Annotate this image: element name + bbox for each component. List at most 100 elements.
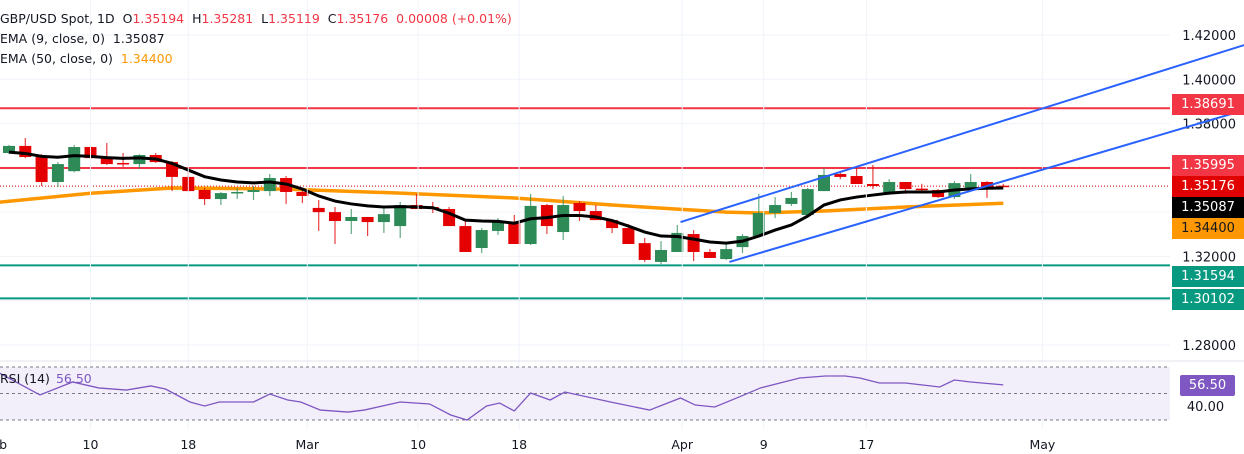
candle (133, 154, 146, 169)
candle-body (19, 145, 32, 157)
candle-body (117, 162, 130, 165)
candle (345, 209, 358, 235)
candle (475, 228, 488, 254)
candle (736, 234, 749, 254)
x-tick-label: 10 (83, 437, 99, 452)
candle-body (377, 214, 390, 223)
candle (752, 193, 765, 237)
candle-body (296, 191, 309, 196)
candle-body (68, 147, 81, 172)
candle (508, 214, 521, 245)
candle-body (834, 174, 847, 177)
candle-body (801, 189, 814, 215)
price-label-resistance-2: 1.38691 (1172, 94, 1244, 115)
candle-body (198, 189, 211, 200)
ema50-legend[interactable]: EMA (50, close, 0) 1.34400 (0, 49, 512, 69)
price-label-ema9: 1.35087 (1172, 197, 1244, 218)
candle (329, 207, 341, 245)
candle (638, 238, 651, 262)
candle (247, 185, 260, 200)
candle-body (638, 243, 651, 260)
open-label: O (122, 11, 133, 26)
candle-body (915, 188, 928, 191)
candle-body (899, 182, 912, 190)
ema50-line (0, 186, 1004, 215)
x-tick-label: 18 (511, 437, 527, 452)
price-pane (0, 34, 1170, 346)
symbol-title[interactable]: GBP/USD Spot, 1D (0, 11, 115, 26)
candle-body (133, 154, 146, 165)
candle (769, 197, 782, 219)
chart-legend: GBP/USD Spot, 1D O1.35194 H1.35281 L1.35… (0, 9, 512, 69)
low-label: L (261, 11, 269, 26)
candle-body (557, 205, 570, 233)
candle-body (883, 182, 896, 194)
candle-body (964, 182, 977, 188)
y-tick-label: 1.40000 (1182, 73, 1236, 88)
candle-body (769, 205, 782, 214)
candle-body (687, 234, 700, 252)
candle-body (3, 145, 15, 154)
ema9-legend[interactable]: EMA (9, close, 0) 1.35087 (0, 29, 512, 49)
channel-lower-line (729, 109, 1244, 263)
price-label-ema50: 1.34400 (1172, 218, 1244, 239)
price-label-support-1: 1.31594 (1172, 266, 1244, 287)
candle (51, 162, 64, 188)
candle-body (981, 182, 993, 188)
candle-body (475, 230, 488, 248)
y-tick-label: 1.28000 (1182, 339, 1236, 354)
close-value: 1.35176 (336, 11, 389, 26)
rsi-legend[interactable]: RSI (14) 56.50 (0, 371, 92, 386)
candle (557, 195, 570, 241)
candle (785, 191, 798, 206)
candle (198, 187, 211, 206)
candle-body (752, 213, 765, 237)
candle-body (785, 197, 798, 204)
candle-body (459, 226, 472, 252)
candle-body (329, 212, 341, 221)
candle-body (345, 216, 358, 221)
candle-body (263, 178, 276, 192)
candle-body (606, 220, 619, 229)
candle-body (394, 205, 407, 227)
candle (964, 174, 977, 188)
rsi-label: RSI (14) (0, 371, 50, 386)
candle (866, 164, 879, 190)
x-tick-label: 18 (180, 437, 196, 452)
candle (850, 166, 863, 185)
price-label-last: 1.35176 (1172, 176, 1244, 197)
open-value: 1.35194 (132, 11, 185, 26)
candle (231, 187, 244, 200)
candle-body (231, 191, 244, 194)
candle-body (524, 205, 537, 245)
candle (263, 174, 276, 196)
rsi-value-label: 56.50 (1180, 375, 1235, 396)
candle (214, 191, 227, 206)
rsi-legend-value: 56.50 (55, 371, 92, 386)
candle (997, 183, 1010, 188)
low-value: 1.35119 (268, 11, 320, 26)
candle-body (35, 156, 48, 183)
candle (312, 199, 325, 231)
ema9-label: EMA (9, close, 0) (0, 31, 105, 46)
candle (361, 216, 374, 237)
candle-body (573, 203, 586, 212)
y-tick-label: 1.38000 (1182, 118, 1236, 133)
candle (377, 207, 390, 233)
x-tick-label: Apr (671, 437, 693, 452)
candle (35, 154, 48, 186)
y-tick-label: 1.32000 (1182, 250, 1236, 265)
candle-body (100, 158, 113, 165)
ema9-value: 1.35087 (112, 31, 165, 46)
change-value: 0.00008 (+0.01%) (396, 11, 512, 26)
ema9-line (8, 150, 1004, 245)
channel-upper-line (680, 44, 1244, 224)
candle-body (932, 189, 945, 198)
x-tick-label: 10 (410, 437, 426, 452)
candle-body (361, 216, 374, 223)
x-tick-label: 9 (760, 437, 768, 452)
symbol-ohlc-row: GBP/USD Spot, 1D O1.35194 H1.35281 L1.35… (0, 9, 512, 29)
candle-body (850, 176, 863, 185)
candle (703, 249, 716, 258)
